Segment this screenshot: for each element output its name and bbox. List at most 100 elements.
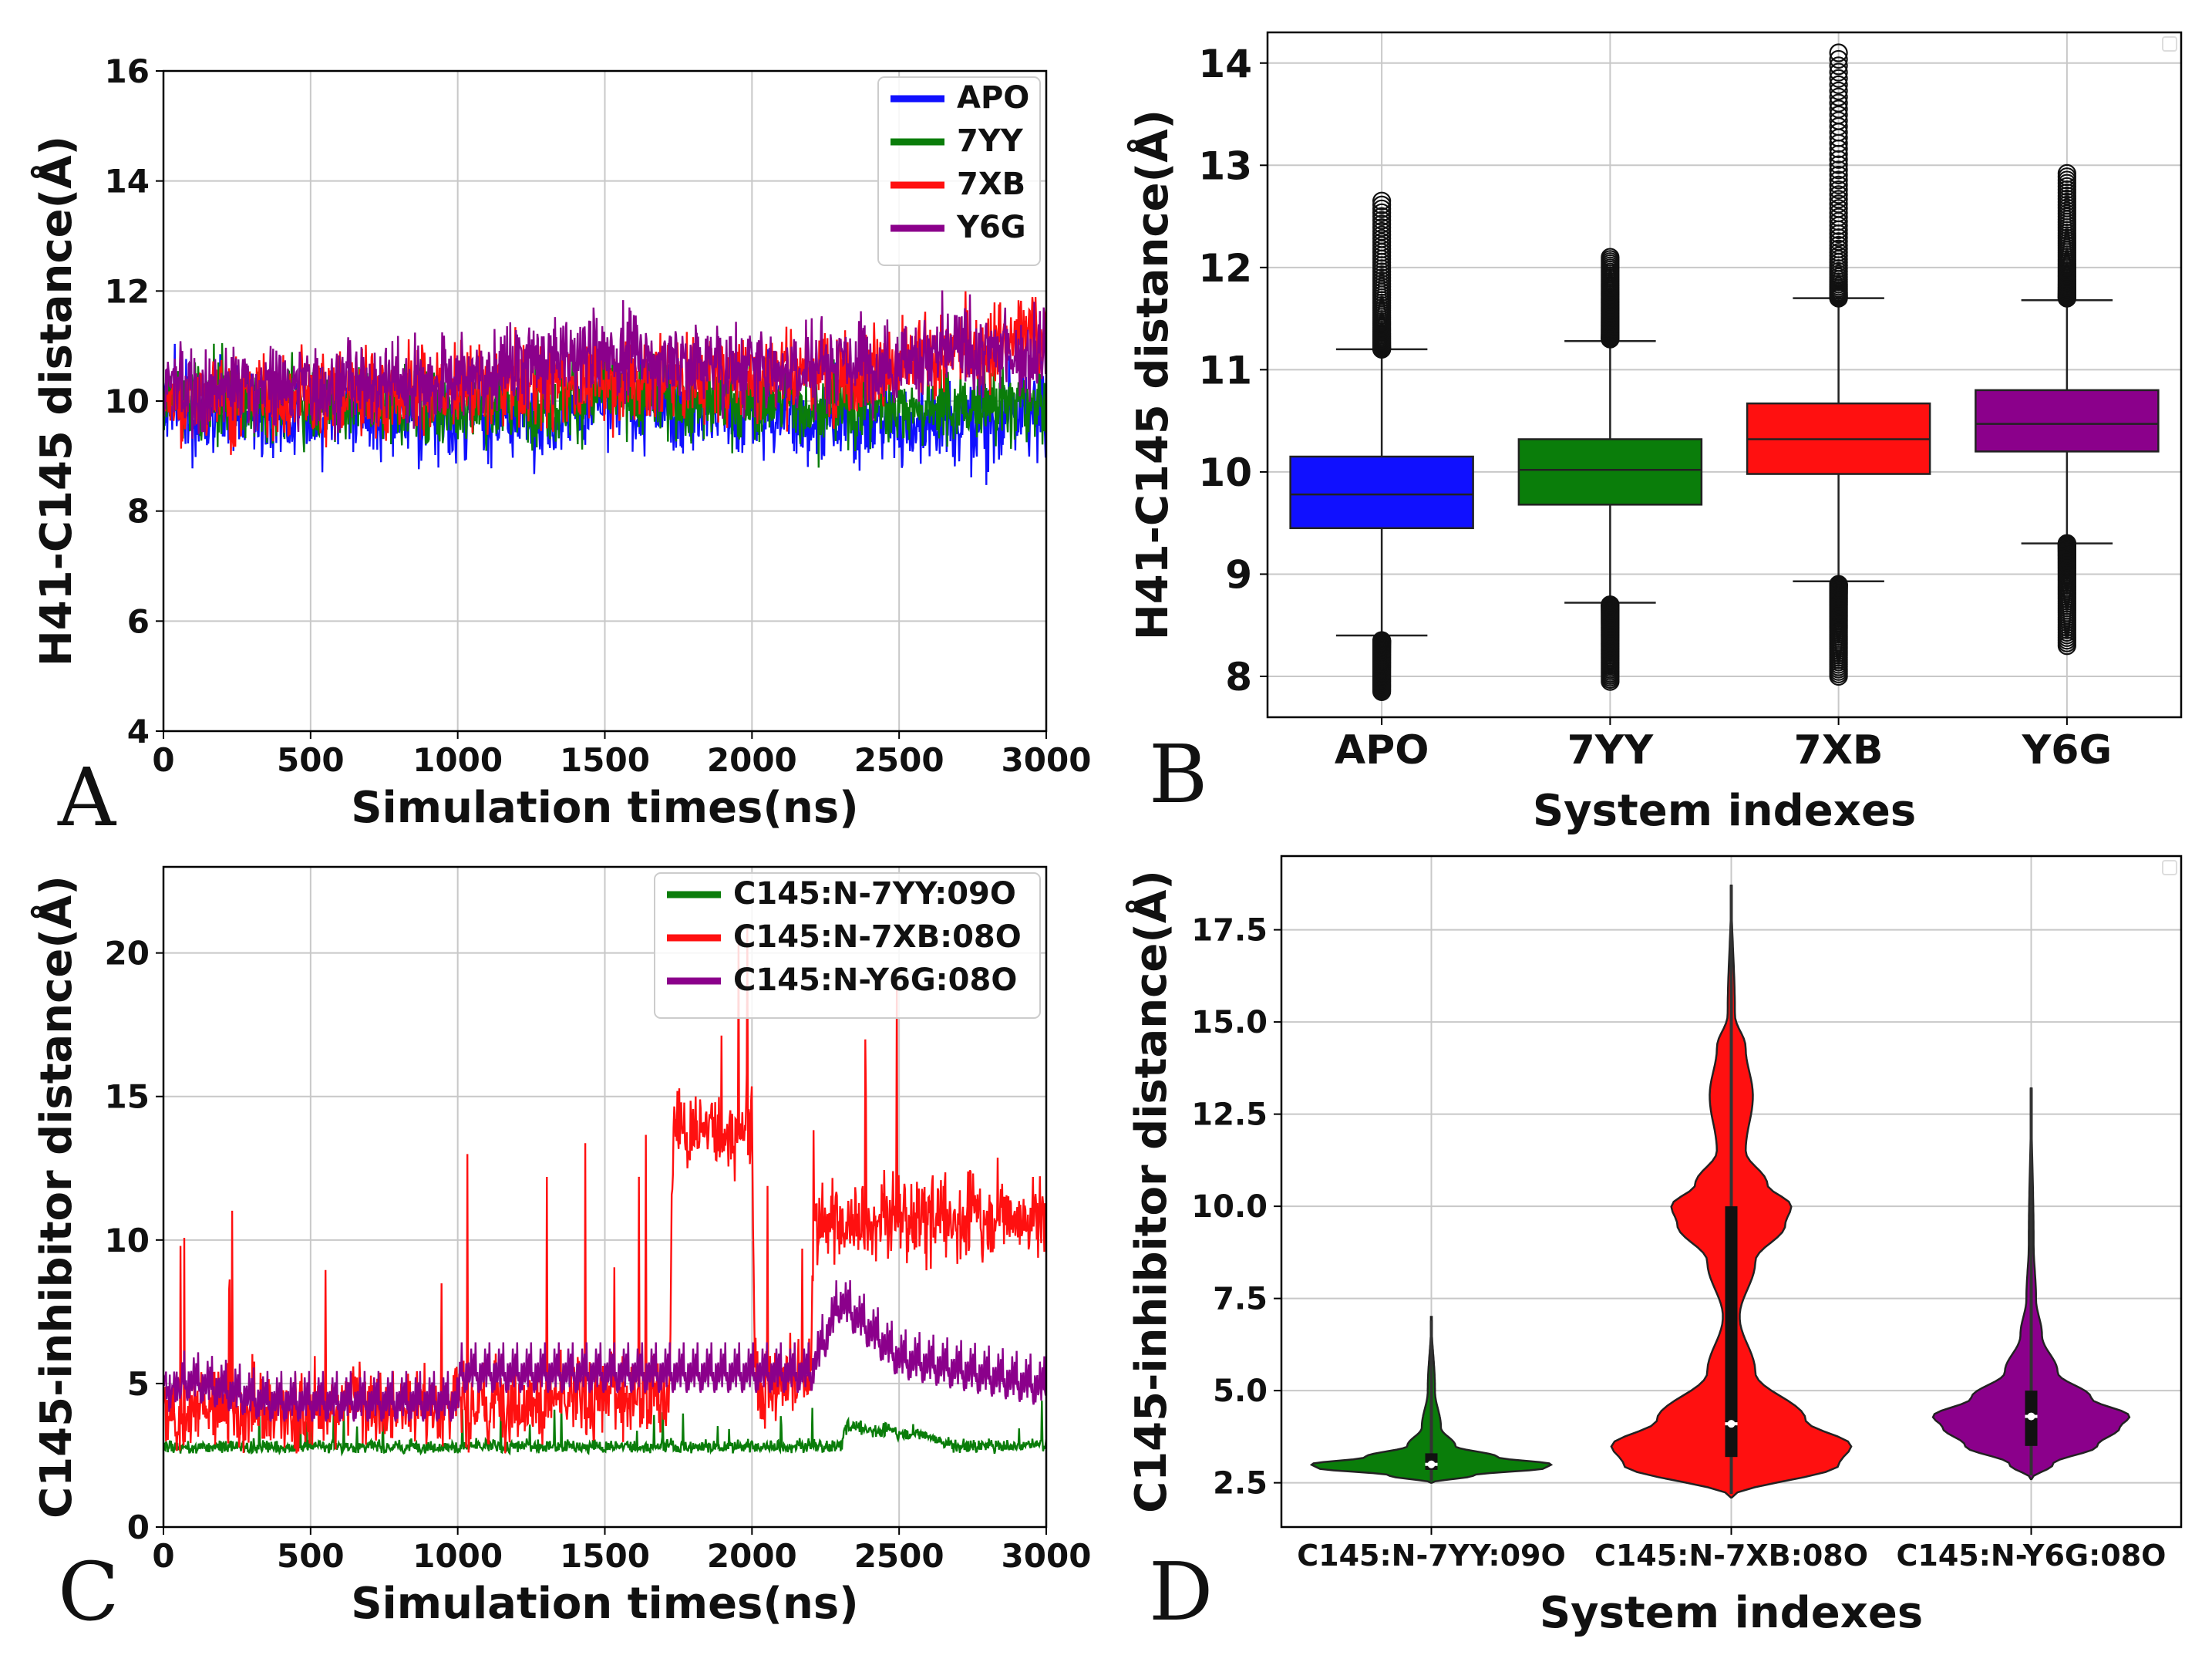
outlier-point bbox=[1829, 160, 1848, 180]
outlier-point bbox=[1829, 93, 1848, 113]
outlier-point bbox=[1829, 194, 1848, 214]
legend-box bbox=[877, 76, 1041, 266]
legend-label: APO bbox=[957, 80, 1029, 116]
y-tick-label: 17.5 bbox=[1191, 913, 1268, 949]
y-tick-label: 8 bbox=[1225, 655, 1252, 700]
outlier-point bbox=[1829, 199, 1848, 218]
violin-1 bbox=[1309, 1316, 1554, 1484]
legend-box bbox=[654, 872, 1041, 1019]
outlier-point bbox=[1829, 43, 1848, 62]
series-line-c145-n-y6g-08o bbox=[163, 1279, 1046, 1422]
box-7yy bbox=[1517, 248, 1703, 691]
box-y6g bbox=[1975, 164, 2160, 656]
x-tick-label: 3000 bbox=[1002, 1537, 1092, 1575]
y-axis-label: H41-C145 distance(Å) bbox=[1127, 110, 1178, 640]
box-body bbox=[1517, 438, 1703, 506]
panel-b: 8 9 10 11 12 13 14 APO 7YY 7XB Y6G bbox=[1198, 32, 2181, 774]
outlier-point bbox=[1829, 180, 1848, 200]
outlier-point bbox=[1829, 75, 1848, 94]
x-tick-label: C145:N-Y6G:08O bbox=[1897, 1539, 2167, 1573]
x-tick-label: 500 bbox=[277, 1537, 345, 1575]
outlier-point bbox=[1829, 203, 1848, 223]
empty-legend bbox=[2162, 36, 2177, 52]
y-tick-label: 16 bbox=[105, 52, 150, 90]
outlier-point bbox=[1829, 175, 1848, 194]
violin-2 bbox=[1610, 884, 1853, 1499]
outlier-point bbox=[1829, 69, 1848, 88]
legend-label: 7YY bbox=[957, 123, 1024, 159]
y-tick-label: 20 bbox=[105, 935, 150, 973]
x-tick-label: 2000 bbox=[707, 1537, 797, 1575]
x-tick-label: 0 bbox=[152, 741, 174, 779]
x-tick-label: 2500 bbox=[854, 1537, 944, 1575]
y-tick-label: 10 bbox=[105, 1222, 150, 1259]
x-tick-label: 7XB bbox=[1794, 727, 1884, 774]
legend-label: Y6G bbox=[956, 210, 1026, 245]
panel-c: 0 500 1000 1500 2000 2500 3000 0 5 10 15 20 C145:N-7… bbox=[105, 867, 1092, 1575]
y-tick-label: 13 bbox=[1198, 143, 1252, 188]
violin-3 bbox=[1931, 1087, 2131, 1481]
x-axis-label: System indexes bbox=[1540, 1588, 1923, 1638]
outlier-point bbox=[1829, 99, 1848, 119]
outlier-point bbox=[1372, 195, 1392, 214]
outlier-point bbox=[1601, 248, 1620, 267]
y-tick-label: 10 bbox=[105, 383, 150, 420]
x-tick-label: 2000 bbox=[707, 741, 797, 779]
x-tick-label: 1000 bbox=[412, 741, 503, 779]
outlier-point bbox=[1829, 190, 1848, 209]
legend: APO 7YY 7XB Y6G bbox=[877, 76, 1041, 266]
empty-legend bbox=[2162, 860, 2177, 875]
box-body bbox=[1289, 455, 1474, 530]
plot-frame-a bbox=[162, 69, 1048, 733]
y-tick-label: 14 bbox=[1198, 42, 1252, 86]
plot-frame-c bbox=[162, 865, 1048, 1529]
y-axis-label: C145-inhibitor distance(Å) bbox=[31, 875, 82, 1519]
legend-label: C145:N-7XB:08O bbox=[733, 919, 1022, 955]
panel-a: 0 500 1000 1500 2000 2500 3000 4 6 8 10 12 14 16 APO 7Y… bbox=[105, 52, 1092, 779]
violin-iqr-box bbox=[1725, 1206, 1738, 1458]
panel-letter-d: D bbox=[1149, 1545, 1213, 1639]
x-tick-label: 3000 bbox=[1002, 741, 1092, 779]
y-tick-label: 4 bbox=[127, 713, 150, 750]
outlier-point bbox=[1829, 49, 1848, 69]
y-tick-label: 11 bbox=[1198, 348, 1252, 393]
y-tick-label: 12 bbox=[1198, 246, 1252, 291]
panel-letter-c: C bbox=[58, 1545, 120, 1639]
y-axis-label: C145-inhibitor distance(Å) bbox=[1126, 870, 1177, 1513]
box-body bbox=[1975, 389, 2160, 453]
outlier-point bbox=[2057, 164, 2076, 184]
outlier-point bbox=[1829, 56, 1848, 76]
x-axis-label: Simulation times(ns) bbox=[351, 1579, 859, 1629]
y-tick-label: 9 bbox=[1225, 552, 1252, 597]
series-line-y6g bbox=[163, 290, 1046, 440]
outlier-point bbox=[1601, 672, 1620, 691]
outlier-point bbox=[1829, 105, 1848, 125]
y-tick-label: 5 bbox=[127, 1365, 150, 1403]
panel-letter-a: A bbox=[57, 750, 117, 844]
outlier-point bbox=[2057, 636, 2076, 656]
outlier-point bbox=[1829, 170, 1848, 190]
plot-frame-d bbox=[1280, 855, 2183, 1529]
panel-d: 2.5 5.0 7.5 10.0 12.5 15.0 17.5 C145:N-7YY:09O C… bbox=[1191, 856, 2181, 1573]
outlier-point bbox=[1829, 87, 1848, 106]
x-tick-label: 1500 bbox=[560, 1537, 650, 1575]
x-tick-label: C145:N-7XB:08O bbox=[1594, 1539, 1868, 1573]
series-line-c145-n-7yy-09o bbox=[163, 1401, 1046, 1457]
legend: C145:N-7YY:09O C145:N-7XB:08O C145:N-Y6G:0… bbox=[654, 872, 1041, 1019]
x-tick-label: 500 bbox=[277, 741, 345, 779]
x-tick-label: Y6G bbox=[2022, 727, 2113, 774]
x-tick-label: 7YY bbox=[1567, 727, 1655, 774]
y-tick-label: 2.5 bbox=[1213, 1466, 1268, 1502]
x-tick-label: 0 bbox=[152, 1537, 174, 1575]
y-tick-label: 7.5 bbox=[1213, 1282, 1268, 1317]
box-7xb bbox=[1746, 43, 1931, 686]
y-tick-label: 10 bbox=[1198, 450, 1252, 495]
y-tick-label: 0 bbox=[127, 1509, 150, 1546]
legend-label: C145:N-7YY:09O bbox=[733, 876, 1016, 912]
legend-label: 7XB bbox=[957, 167, 1025, 202]
box-apo bbox=[1289, 191, 1474, 701]
x-axis-label: System indexes bbox=[1533, 786, 1916, 836]
y-tick-label: 8 bbox=[127, 493, 150, 531]
y-tick-label: 15 bbox=[105, 1078, 150, 1116]
